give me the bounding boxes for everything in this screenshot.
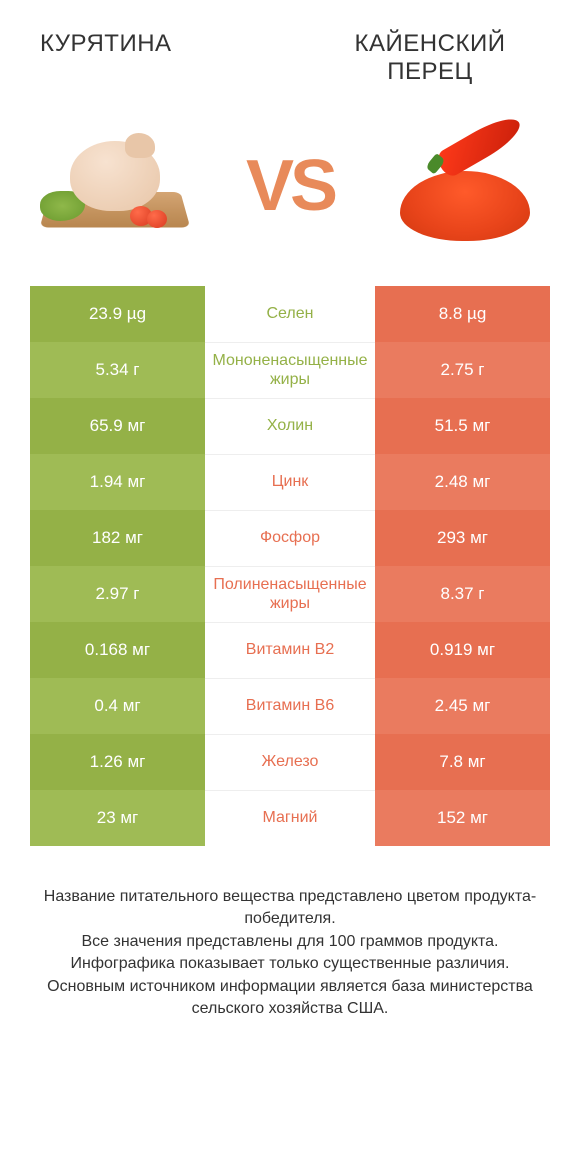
left-value: 0.4 мг [30,678,205,734]
nutrient-label: Витамин B6 [205,678,375,734]
footer-line: Основным источником информации является … [30,976,550,1021]
right-value: 8.37 г [375,566,550,622]
vs-row: VS [0,96,580,286]
title-left: Курятина [40,30,172,86]
footer-line: Название питательного вещества представл… [30,886,550,931]
table-row: 0.168 мгВитамин B20.919 мг [30,622,550,678]
right-value: 2.48 мг [375,454,550,510]
comparison-table: 23.9 µgСелен8.8 µg5.34 гМононенасыщенные… [30,286,550,846]
nutrient-label: Селен [205,286,375,342]
table-row: 1.94 мгЦинк2.48 мг [30,454,550,510]
left-value: 0.168 мг [30,622,205,678]
table-row: 1.26 мгЖелезо7.8 мг [30,734,550,790]
nutrient-label: Витамин B2 [205,622,375,678]
right-value: 2.45 мг [375,678,550,734]
table-row: 0.4 мгВитамин B62.45 мг [30,678,550,734]
footer-line: Все значения представлены для 100 граммо… [30,931,550,953]
left-value: 2.97 г [30,566,205,622]
nutrient-label: Холин [205,398,375,454]
footer: Название питательного вещества представл… [0,886,580,1020]
nutrient-label: Железо [205,734,375,790]
right-value: 51.5 мг [375,398,550,454]
table-row: 65.9 мгХолин51.5 мг [30,398,550,454]
right-value: 152 мг [375,790,550,846]
left-value: 5.34 г [30,342,205,398]
right-value: 0.919 мг [375,622,550,678]
nutrient-label: Цинк [205,454,375,510]
right-value: 7.8 мг [375,734,550,790]
vs-label: VS [246,145,334,227]
nutrient-label: Фосфор [205,510,375,566]
left-value: 1.94 мг [30,454,205,510]
title-right: Кайенский перец [320,30,540,86]
left-value: 182 мг [30,510,205,566]
right-value: 2.75 г [375,342,550,398]
right-value: 293 мг [375,510,550,566]
table-row: 23 мгМагний152 мг [30,790,550,846]
table-row: 2.97 гПолиненасыщенные жиры8.37 г [30,566,550,622]
nutrient-label: Магний [205,790,375,846]
header: Курятина Кайенский перец [0,0,580,96]
table-row: 23.9 µgСелен8.8 µg [30,286,550,342]
left-value: 1.26 мг [30,734,205,790]
left-value: 23 мг [30,790,205,846]
nutrient-label: Мононенасыщенные жиры [205,342,375,398]
chicken-image [30,116,200,256]
nutrient-label: Полиненасыщенные жиры [205,566,375,622]
footer-line: Инфографика показывает только существенн… [30,953,550,975]
right-value: 8.8 µg [375,286,550,342]
pepper-image [380,116,550,256]
table-row: 182 мгФосфор293 мг [30,510,550,566]
table-row: 5.34 гМононенасыщенные жиры2.75 г [30,342,550,398]
left-value: 65.9 мг [30,398,205,454]
left-value: 23.9 µg [30,286,205,342]
